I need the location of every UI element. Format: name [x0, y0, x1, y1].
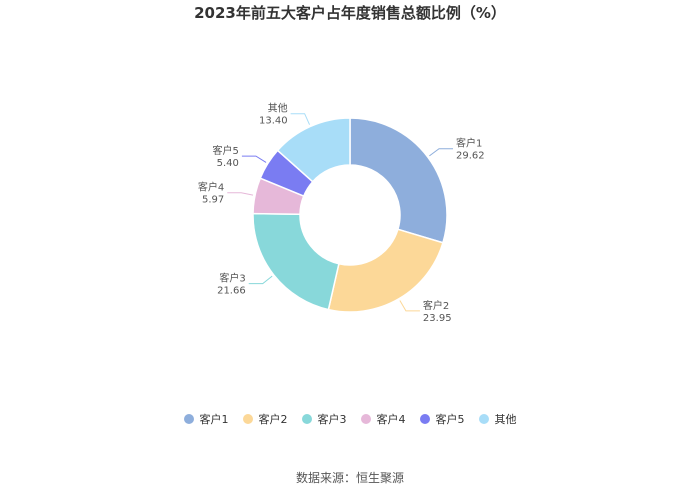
slice-label-value: 5.40 — [217, 158, 239, 169]
legend-marker — [242, 414, 253, 424]
chart-legend: 客户1 客户2 客户3 客户4 客户5 其他 — [0, 411, 700, 427]
legend-label: 其他 — [494, 413, 517, 426]
slice-客户2[interactable] — [327, 228, 444, 313]
slice-label-name: 客户2 — [423, 299, 449, 312]
slice-label-name: 客户1 — [456, 137, 482, 150]
legend-label: 客户3 — [317, 413, 347, 426]
legend-item-客户3[interactable]: 客户3 — [301, 411, 347, 427]
legend-marker — [419, 414, 430, 424]
leader-line-客户5 — [241, 155, 267, 163]
legend-label: 客户1 — [199, 413, 229, 426]
legend-marker — [478, 414, 489, 424]
slice-label-value: 5.97 — [202, 195, 224, 206]
data-source: 数据来源：恒生聚源 — [295, 471, 404, 485]
legend-marker — [183, 414, 194, 424]
slice-label-value: 21.66 — [217, 286, 246, 297]
slice-客户3[interactable] — [252, 212, 340, 311]
legend-item-客户1[interactable]: 客户1 — [183, 411, 229, 427]
leader-line-其他 — [290, 113, 311, 125]
slice-label-name: 客户4 — [198, 181, 224, 194]
slice-label-value: 29.62 — [456, 151, 485, 162]
legend-item-其他[interactable]: 其他 — [478, 411, 517, 427]
slice-label-name: 客户3 — [219, 272, 245, 285]
slice-客户1[interactable] — [349, 117, 448, 244]
leader-line-客户4 — [227, 192, 254, 196]
chart-title: 2023年前五大客户占年度销售总额比例（%） — [194, 4, 506, 22]
legend-label: 客户5 — [435, 413, 465, 426]
leader-line-客户1 — [429, 148, 454, 157]
slice-label-name: 其他 — [268, 102, 288, 115]
legend-item-客户2[interactable]: 客户2 — [242, 411, 288, 427]
leader-line-客户3 — [248, 275, 273, 285]
legend-item-客户5[interactable]: 客户5 — [419, 411, 465, 427]
legend-marker — [360, 414, 371, 424]
legend-label: 客户2 — [258, 413, 288, 426]
legend-label: 客户4 — [376, 413, 406, 426]
legend-marker — [301, 414, 312, 424]
slice-label-value: 23.95 — [423, 313, 452, 324]
legend-item-客户4[interactable]: 客户4 — [360, 411, 406, 427]
slice-label-value: 13.40 — [259, 116, 288, 127]
slice-label-name: 客户5 — [213, 144, 239, 157]
slice-其他[interactable] — [276, 117, 351, 183]
leader-line-客户2 — [399, 300, 420, 312]
